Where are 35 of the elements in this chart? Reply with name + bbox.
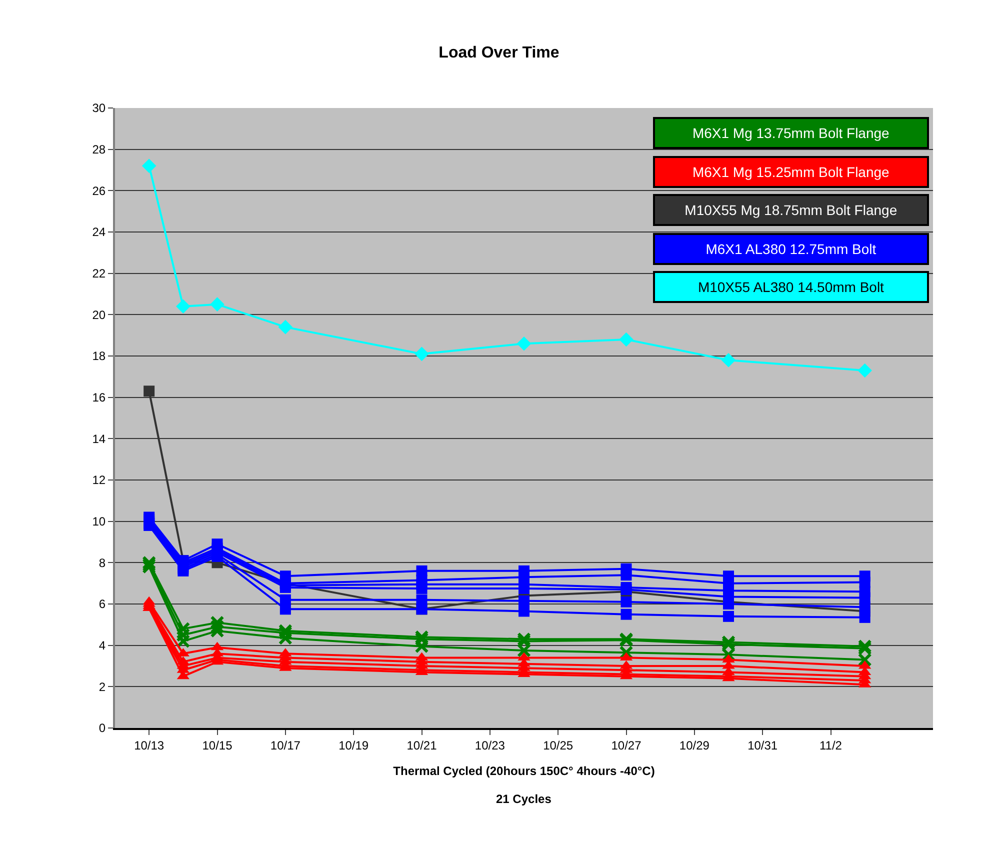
x-tick-label: 10/25 (543, 738, 574, 752)
y-tick-label: 8 (98, 556, 106, 570)
text: M10X55 Mg 18.75mm Bolt Flange (684, 202, 898, 218)
text: M6X1 Mg 15.25mm Bolt Flange (692, 164, 890, 180)
text: M6X1 Mg 13.75mm Bolt Flange (692, 125, 890, 141)
text: 21 Cycles (496, 792, 552, 806)
x-axis-title: Thermal Cycled (20hours 150C° 4hours -40°C) (393, 764, 655, 778)
chart-title: Load Over Time (438, 44, 560, 62)
y-tick-label: 22 (92, 266, 106, 281)
x-tick-label: 10/23 (474, 738, 506, 752)
x-tick-label: 10/31 (748, 738, 778, 752)
y-tick-label: 24 (92, 225, 106, 240)
y-tick-label: 28 (92, 142, 106, 157)
x-tick-label: 10/27 (611, 738, 642, 752)
x-tick-label: 11/2 (820, 738, 842, 752)
y-tick-label: 10 (92, 514, 106, 529)
y-tick-label: 6 (98, 597, 106, 612)
y-tick-label: 14 (92, 432, 106, 446)
y-tick-label: 4 (98, 638, 106, 653)
x-tick-label: 10/19 (338, 738, 369, 752)
y-tick-label: 18 (92, 349, 106, 364)
x-tick-label: 10/29 (679, 738, 710, 752)
text: M6X1 AL380 12.75mm Bolt (706, 241, 876, 257)
text: M10X55 AL380 14.50mm Bolt (698, 279, 884, 295)
y-tick-label: 30 (92, 101, 106, 116)
y-tick-label: 0 (98, 721, 106, 736)
x-tick-label: 10/17 (270, 738, 301, 752)
y-tick-label: 20 (92, 308, 106, 322)
x-tick-label: 10/21 (406, 738, 438, 752)
y-tick-label: 2 (98, 680, 106, 694)
y-tick-label: 16 (92, 390, 106, 405)
x-tick-label: 10/15 (202, 738, 233, 752)
y-tick-label: 26 (92, 184, 106, 198)
x-tick-label: 10/13 (134, 738, 164, 752)
y-tick-label: 12 (92, 473, 106, 488)
